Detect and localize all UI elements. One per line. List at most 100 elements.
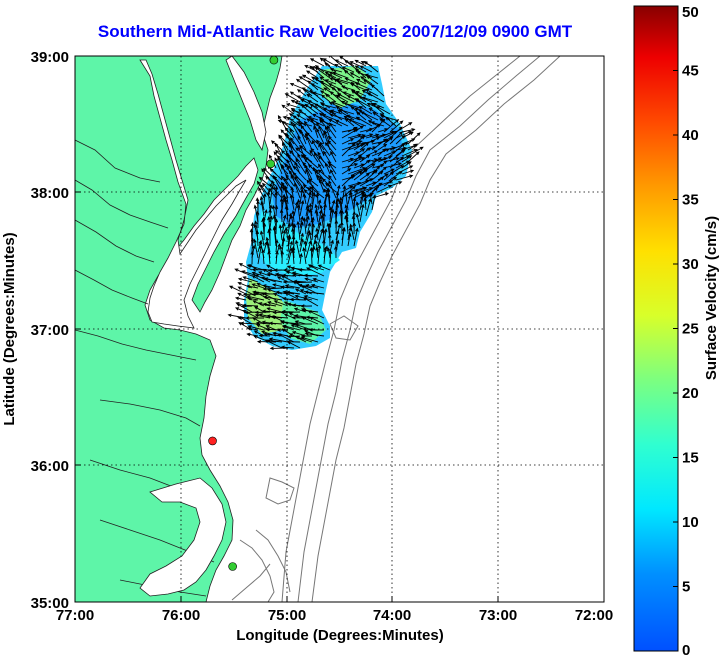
velocity-vector: [355, 201, 361, 217]
velocity-vector: [282, 324, 301, 331]
velocity-vector: [304, 290, 325, 295]
velocity-vector: [305, 207, 310, 223]
velocity-vector: [371, 165, 381, 175]
velocity-vector: [325, 182, 337, 193]
velocity-vector: [328, 180, 337, 199]
velocity-vector: [347, 133, 362, 139]
velocity-vector: [323, 150, 331, 163]
velocity-vector: [281, 214, 287, 229]
velocity-vectors: [227, 56, 424, 351]
velocity-vector: [289, 297, 307, 302]
colorbar: [633, 5, 679, 652]
velocity-vector: [359, 159, 371, 169]
velocity-vector: [293, 165, 307, 181]
velocity-vector: [318, 125, 325, 139]
velocity-vector: [356, 71, 373, 79]
velocity-vector: [355, 213, 361, 229]
map-title: Southern Mid-Atlantic Raw Velocities 200…: [97, 22, 573, 41]
colorbar-tick-label: 40: [682, 127, 699, 144]
velocity-vector: [304, 103, 319, 115]
velocity-vector: [278, 134, 289, 151]
velocity-vector: [251, 267, 271, 272]
velocity-vector: [329, 208, 335, 229]
velocity-vector: [319, 76, 331, 85]
velocity-vector: [290, 221, 295, 235]
colorbar-tick-label: 5: [682, 579, 690, 596]
velocity-vector: [377, 148, 386, 157]
velocity-vector: [383, 136, 394, 145]
velocity-vector: [317, 199, 322, 211]
velocity-vector: [329, 91, 343, 103]
velocity-vector: [370, 102, 385, 115]
station-marker: [208, 436, 217, 446]
colorbar-label: Surface Velocity (cm/s): [703, 216, 720, 380]
velocity-vector: [326, 125, 337, 139]
velocity-vector: [269, 168, 283, 181]
velocity-vector: [237, 281, 253, 289]
velocity-vector: [341, 128, 359, 139]
velocity-vector: [237, 286, 253, 295]
velocity-vector: [323, 246, 327, 265]
velocity-vector: [305, 267, 325, 277]
velocity-vector: [395, 134, 406, 145]
velocity-vector: [389, 143, 406, 157]
velocity-vector: [349, 223, 355, 241]
velocity-vector: [296, 114, 307, 121]
station-marker: [266, 159, 276, 169]
velocity-vector: [311, 139, 319, 151]
velocity-vector: [286, 133, 295, 151]
velocity-vector: [306, 70, 319, 79]
velocity-vector: [264, 339, 283, 349]
velocity-vector: [299, 188, 304, 205]
velocity-vector: [401, 169, 415, 175]
velocity-vector: [360, 111, 379, 121]
velocity-vector: [359, 172, 371, 181]
velocity-vector: [269, 183, 283, 199]
velocity-vector: [290, 120, 301, 139]
velocity-vector: [358, 105, 373, 115]
velocity-vector: [407, 143, 419, 151]
velocity-vector: [309, 149, 319, 163]
velocity-vector: [297, 135, 307, 151]
velocity-vector: [298, 128, 307, 139]
velocity-vector: [288, 170, 301, 187]
velocity-vector: [262, 182, 271, 193]
velocity-vector: [328, 162, 337, 175]
station-marker: [228, 562, 237, 571]
velocity-vector: [262, 302, 277, 307]
velocity-vector: [301, 104, 313, 115]
velocity-vector: [314, 209, 319, 223]
velocity-vector: [260, 200, 265, 217]
velocity-vector: [286, 290, 301, 295]
velocity-vector: [284, 227, 289, 241]
velocity-vector: [377, 166, 388, 175]
velocity-vector: [310, 184, 315, 205]
velocity-vector: [385, 116, 397, 127]
velocity-vector: [300, 99, 319, 109]
velocity-vector: [319, 57, 331, 67]
velocity-vector: [324, 141, 337, 157]
velocity-vector: [303, 295, 319, 301]
velocity-vector: [287, 240, 294, 259]
velocity-vector: [268, 187, 277, 199]
velocity-vector: [344, 214, 349, 235]
velocity-vector: [298, 268, 313, 272]
velocity-vector: [303, 273, 319, 278]
velocity-vector: [371, 194, 377, 211]
velocity-vector: [363, 197, 367, 211]
velocity-vector: [315, 192, 320, 205]
velocity-vector: [353, 142, 367, 151]
velocity-vector: [328, 101, 343, 109]
velocity-vector: [319, 141, 331, 157]
velocity-vector: [359, 133, 374, 139]
velocity-vector: [254, 291, 271, 301]
velocity-vector: [316, 174, 325, 193]
velocity-vector: [341, 184, 347, 205]
y-axis-label: Latitude (Degrees:Minutes): [1, 232, 18, 425]
velocity-vector: [328, 249, 333, 265]
velocity-vector: [287, 222, 292, 235]
velocity-vector: [253, 330, 265, 337]
velocity-vector: [296, 220, 301, 241]
colorbar-tick-label: 45: [682, 63, 699, 80]
velocity-vector: [347, 153, 363, 169]
